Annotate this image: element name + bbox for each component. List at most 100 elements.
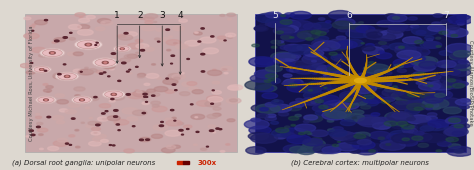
Circle shape (107, 116, 120, 121)
Circle shape (118, 35, 133, 40)
Circle shape (265, 116, 276, 121)
Circle shape (395, 46, 416, 55)
Circle shape (341, 138, 347, 140)
Circle shape (360, 99, 378, 106)
Circle shape (112, 145, 115, 146)
Circle shape (440, 76, 462, 85)
Circle shape (387, 84, 391, 86)
Circle shape (384, 88, 395, 92)
Circle shape (47, 91, 50, 92)
Circle shape (396, 121, 408, 126)
Circle shape (38, 134, 43, 135)
Circle shape (327, 89, 332, 90)
Circle shape (228, 86, 238, 90)
Circle shape (122, 62, 126, 64)
Circle shape (312, 64, 325, 69)
Circle shape (166, 120, 182, 126)
Circle shape (327, 67, 338, 71)
Circle shape (348, 25, 368, 32)
Circle shape (348, 105, 355, 107)
Circle shape (460, 105, 470, 109)
Circle shape (437, 61, 456, 68)
Circle shape (109, 68, 114, 70)
Circle shape (189, 87, 198, 91)
Circle shape (370, 131, 391, 139)
Circle shape (447, 86, 452, 88)
Circle shape (172, 145, 181, 148)
Circle shape (383, 69, 390, 72)
Circle shape (198, 41, 201, 42)
Circle shape (172, 74, 185, 79)
Circle shape (59, 109, 68, 112)
Circle shape (424, 121, 448, 131)
Circle shape (171, 55, 174, 56)
Circle shape (128, 93, 144, 99)
Circle shape (433, 14, 443, 17)
Circle shape (303, 23, 321, 30)
Circle shape (356, 73, 380, 82)
Circle shape (428, 113, 437, 116)
Circle shape (86, 15, 95, 19)
Circle shape (414, 63, 435, 71)
Circle shape (427, 39, 433, 41)
Circle shape (185, 40, 200, 46)
Circle shape (346, 29, 370, 38)
Circle shape (136, 66, 138, 67)
Circle shape (152, 106, 167, 112)
Circle shape (221, 66, 233, 71)
Circle shape (29, 26, 35, 28)
Circle shape (416, 72, 426, 76)
Circle shape (446, 44, 473, 54)
Circle shape (69, 144, 72, 145)
Circle shape (337, 111, 355, 118)
Text: 4: 4 (177, 11, 183, 20)
Circle shape (454, 50, 471, 57)
Circle shape (312, 72, 318, 74)
Circle shape (150, 93, 160, 97)
Circle shape (136, 52, 139, 53)
Circle shape (208, 125, 215, 128)
Circle shape (127, 117, 138, 121)
Circle shape (101, 113, 105, 114)
Circle shape (257, 114, 268, 118)
Circle shape (336, 101, 359, 110)
Circle shape (143, 93, 147, 95)
Circle shape (333, 55, 343, 58)
Circle shape (78, 25, 90, 29)
Circle shape (428, 85, 433, 87)
Circle shape (420, 94, 430, 98)
Circle shape (329, 52, 337, 55)
Circle shape (113, 56, 118, 58)
Circle shape (278, 43, 285, 46)
Circle shape (146, 101, 147, 102)
Circle shape (421, 102, 439, 108)
Circle shape (414, 76, 426, 81)
Circle shape (152, 105, 159, 107)
Circle shape (456, 20, 465, 23)
Circle shape (425, 74, 441, 80)
Circle shape (316, 31, 326, 35)
Circle shape (118, 80, 121, 81)
Circle shape (314, 39, 324, 43)
Circle shape (75, 95, 80, 97)
Circle shape (413, 56, 438, 66)
Circle shape (259, 24, 264, 26)
Circle shape (255, 85, 273, 92)
Circle shape (326, 76, 332, 78)
Circle shape (410, 133, 432, 141)
Circle shape (64, 64, 66, 65)
Circle shape (157, 41, 160, 42)
Circle shape (405, 108, 419, 114)
Circle shape (36, 122, 43, 125)
Circle shape (127, 54, 138, 58)
Circle shape (152, 64, 155, 65)
Circle shape (255, 104, 280, 113)
Circle shape (126, 94, 130, 95)
Circle shape (191, 104, 193, 105)
Circle shape (382, 97, 395, 102)
Circle shape (275, 128, 289, 133)
Circle shape (179, 130, 183, 131)
Circle shape (52, 116, 64, 120)
Circle shape (141, 25, 156, 31)
Bar (177, 160, 182, 164)
